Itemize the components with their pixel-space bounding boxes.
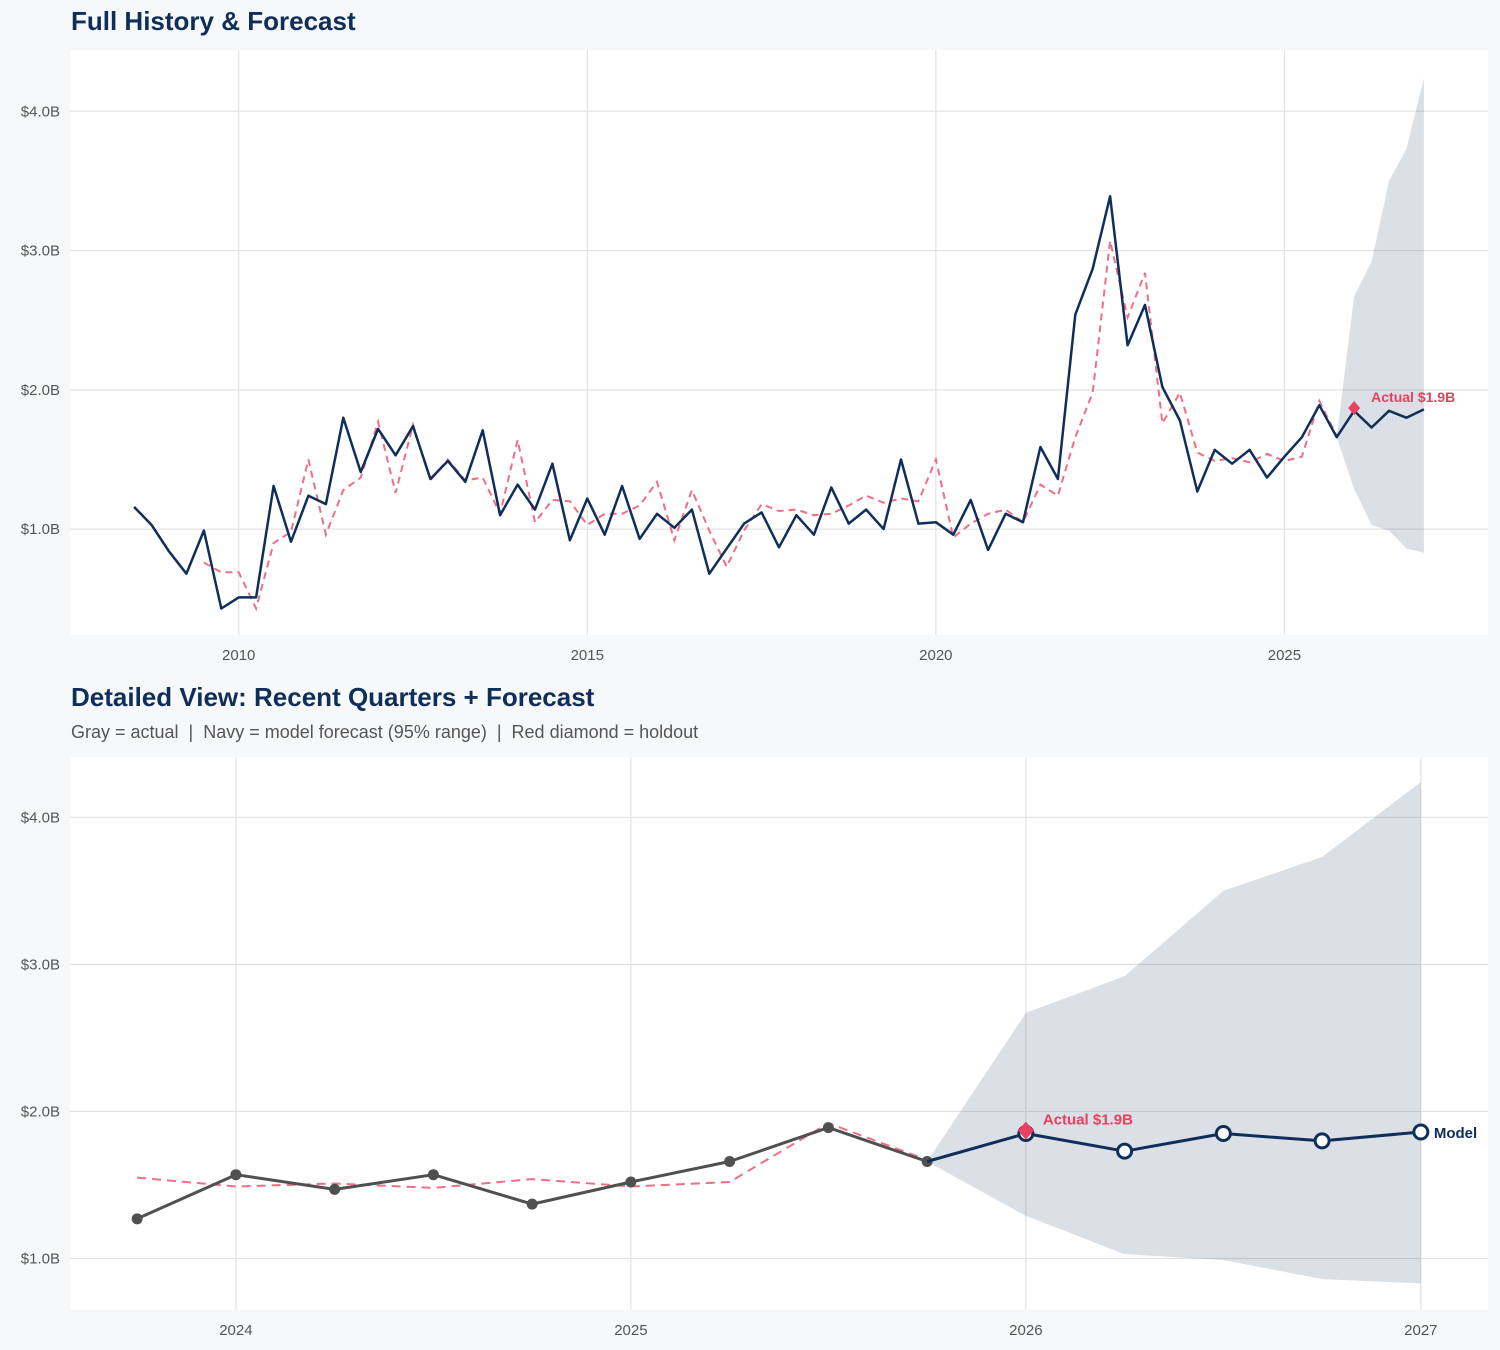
bottom-actual-point bbox=[131, 1213, 143, 1225]
bottom-chart-title: Detailed View: Recent Quarters + Forecas… bbox=[71, 682, 595, 712]
bottom-actual-point bbox=[230, 1169, 242, 1181]
bottom-actual-point bbox=[427, 1169, 439, 1181]
top-x-tick-label: 2020 bbox=[919, 647, 952, 664]
top-x-tick-label: 2015 bbox=[571, 647, 604, 664]
top-x-tick-label: 2010 bbox=[222, 647, 255, 664]
top-y-tick-label: $1.0B bbox=[21, 521, 60, 538]
top-y-tick-label: $3.0B bbox=[21, 243, 60, 260]
bottom-model-label: Model bbox=[1434, 1125, 1477, 1142]
bottom-actual-point bbox=[625, 1176, 637, 1188]
bottom-forecast-point bbox=[1116, 1142, 1134, 1160]
bottom-plot-area bbox=[70, 757, 1488, 1310]
top-y-tick-label: $2.0B bbox=[21, 382, 60, 399]
top-history-forecast-line bbox=[133, 195, 1425, 610]
bottom-x-tick-label: 2027 bbox=[1404, 1322, 1437, 1339]
bottom-y-tick-label: $1.0B bbox=[21, 1251, 60, 1268]
bottom-actual-point bbox=[329, 1183, 341, 1195]
bottom-y-tick-label: $2.0B bbox=[21, 1103, 60, 1120]
bottom-x-tick-label: 2024 bbox=[219, 1322, 252, 1339]
bottom-holdout-diamond bbox=[1017, 1121, 1034, 1140]
top-x-tick-label: 2025 bbox=[1268, 647, 1301, 664]
bottom-forecast-point bbox=[1412, 1123, 1430, 1141]
top-forecast-95-band bbox=[1336, 77, 1424, 553]
bottom-x-tick-label: 2026 bbox=[1009, 1322, 1042, 1339]
top-holdout-label: Actual $1.9B bbox=[1371, 389, 1455, 405]
top-y-tick-label: $4.0B bbox=[21, 103, 60, 120]
bottom-actual-point bbox=[724, 1155, 736, 1167]
top-chart-title: Full History & Forecast bbox=[71, 6, 356, 36]
bottom-forecast-point bbox=[1313, 1132, 1331, 1150]
bottom-actual-point bbox=[822, 1122, 834, 1134]
top-holdout-diamond bbox=[1348, 400, 1361, 415]
bottom-forecast-95-band bbox=[927, 782, 1421, 1284]
bottom-forecast-line bbox=[926, 1130, 1422, 1163]
bottom-chart-subtitle: Gray = actual | Navy = model forecast (9… bbox=[71, 722, 699, 742]
bottom-x-tick-label: 2025 bbox=[614, 1322, 647, 1339]
bottom-forecast-point bbox=[1214, 1125, 1232, 1143]
bottom-actual-point bbox=[526, 1198, 538, 1210]
bottom-y-tick-label: $3.0B bbox=[21, 956, 60, 973]
bottom-holdout-label: Actual $1.9B bbox=[1043, 1112, 1133, 1129]
bottom-y-tick-label: $4.0B bbox=[21, 809, 60, 826]
top-fitted-line bbox=[203, 240, 1338, 612]
top-plot-area bbox=[70, 50, 1488, 635]
bottom-fitted-line bbox=[137, 1122, 928, 1189]
